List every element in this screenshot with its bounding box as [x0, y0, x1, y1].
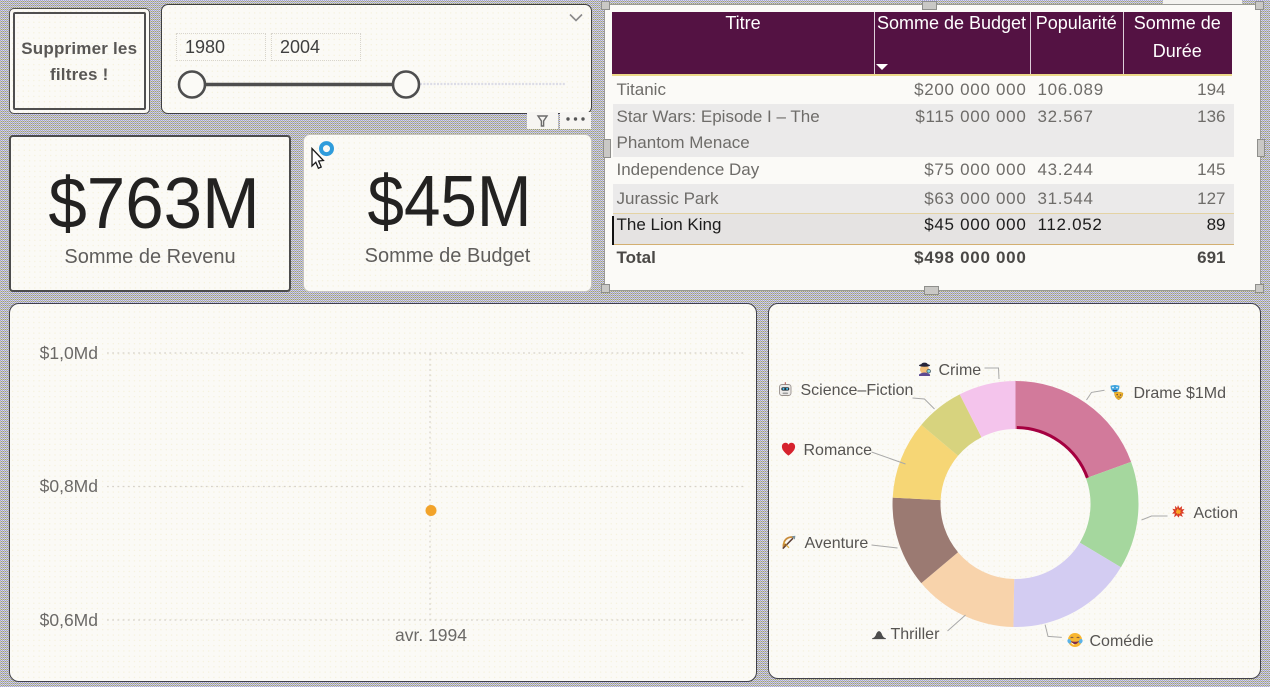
svg-text:Science–Fiction: Science–Fiction [801, 382, 914, 399]
svg-text:Romance: Romance [804, 442, 873, 459]
svg-text:$1,0Md: $1,0Md [40, 343, 98, 363]
svg-text:$0,8Md: $0,8Md [40, 476, 98, 496]
svg-text:Drame $1Md: Drame $1Md [1134, 385, 1226, 402]
svg-text:Aventure: Aventure [805, 535, 869, 552]
svg-text:Action: Action [1194, 505, 1238, 522]
svg-text:Thriller: Thriller [891, 626, 941, 643]
svg-text:Comédie: Comédie [1090, 633, 1154, 650]
svg-text:$0,6Md: $0,6Md [40, 610, 98, 630]
svg-text:avr. 1994: avr. 1994 [395, 625, 467, 645]
svg-text:Crime: Crime [939, 362, 982, 379]
